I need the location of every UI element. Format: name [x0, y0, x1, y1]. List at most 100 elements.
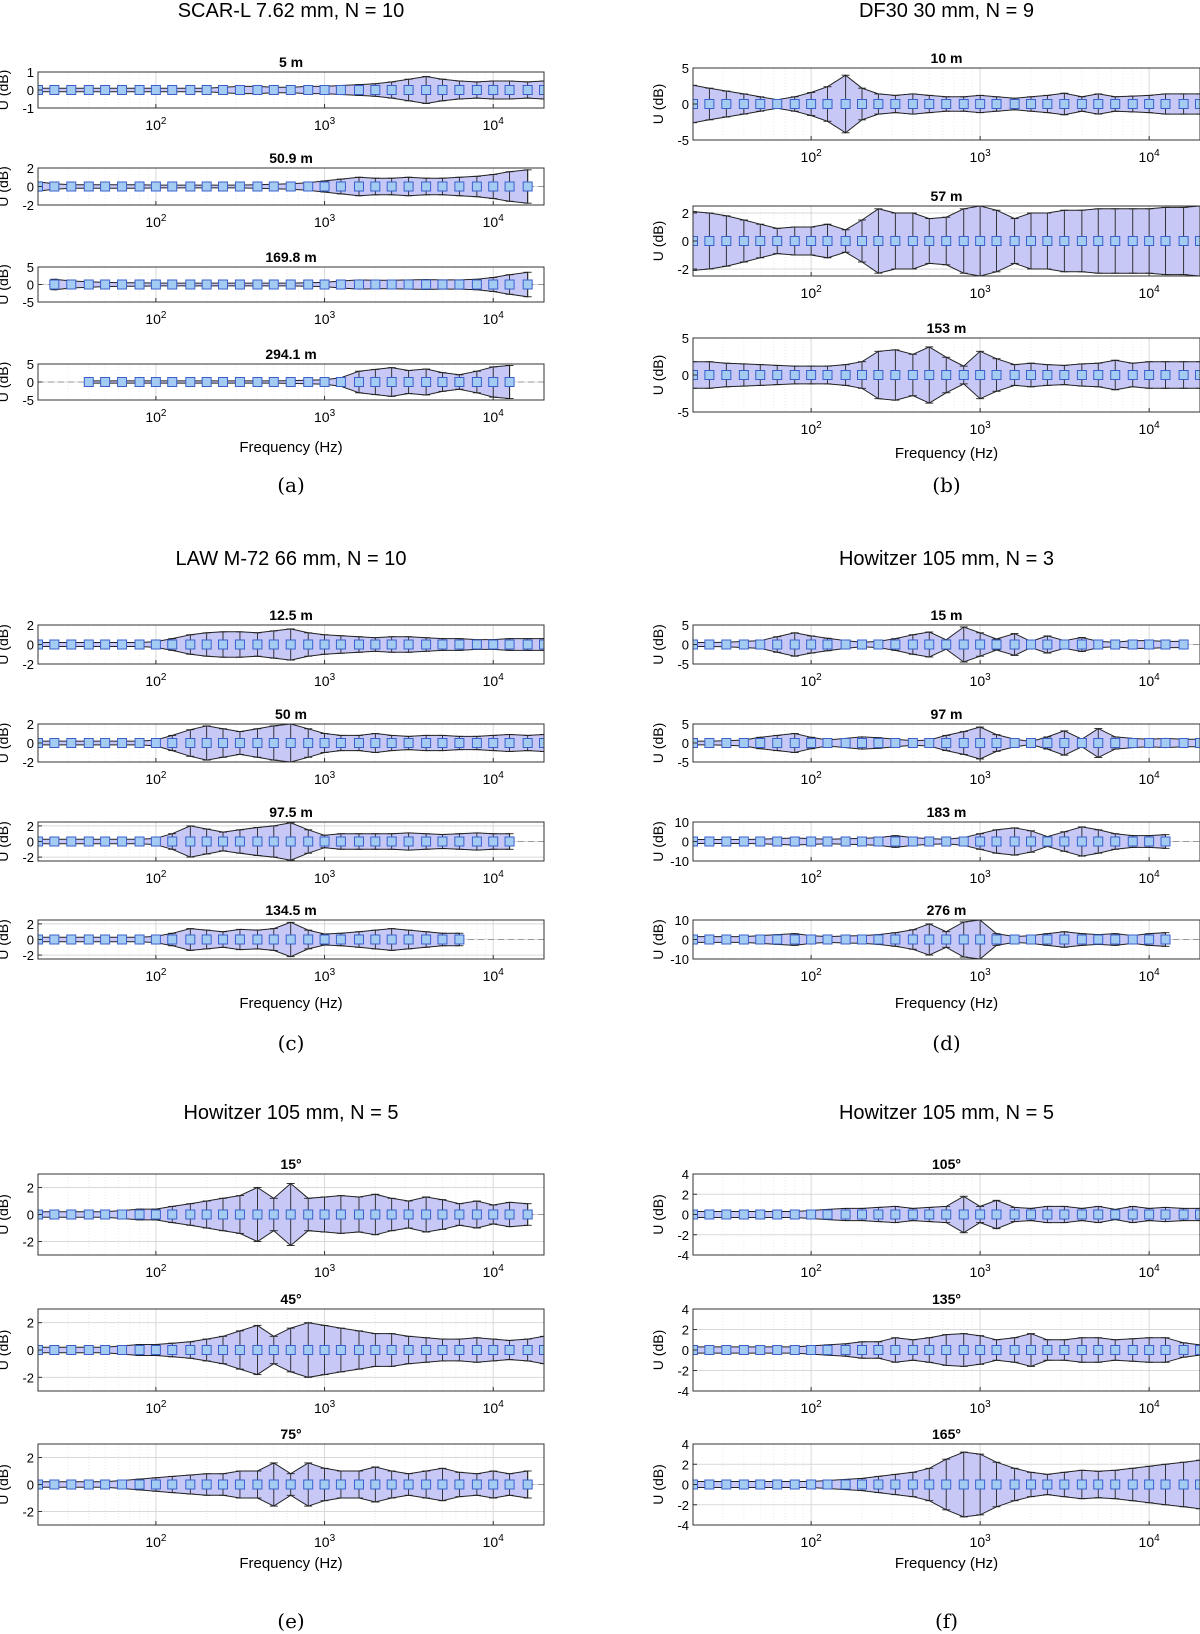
box-marker — [167, 181, 178, 192]
box-marker — [1009, 370, 1020, 380]
box-marker — [234, 639, 245, 650]
y-axis-label: U (dB) — [650, 624, 666, 664]
box-marker — [1160, 738, 1171, 748]
x-tick-label: 102 — [801, 967, 823, 984]
box-marker — [806, 370, 817, 380]
box-marker — [454, 639, 465, 650]
box-marker — [303, 1345, 314, 1355]
box-marker — [1026, 236, 1036, 246]
box-marker — [303, 738, 314, 748]
box-marker — [303, 1209, 314, 1220]
box-marker — [319, 181, 330, 192]
box-marker — [66, 934, 77, 945]
box-marker — [335, 279, 346, 290]
y-tick-label: -2 — [22, 1235, 34, 1250]
y-axis-label: U (dB) — [0, 919, 11, 959]
subplot: 2 0 -2 U (dB) 45° 102 103 104 — [0, 1291, 545, 1416]
box-marker — [437, 279, 448, 290]
box-marker — [386, 738, 397, 748]
box-marker — [721, 934, 732, 945]
box-marker — [789, 934, 800, 945]
box-marker — [370, 1479, 381, 1490]
y-tick-label: -2 — [22, 198, 34, 213]
box-marker — [83, 1479, 94, 1490]
subplot-title: 10 m — [931, 50, 963, 66]
x-tick-exponent: 4 — [1154, 148, 1160, 159]
x-tick-label: 102 — [145, 116, 167, 133]
box-marker — [721, 738, 732, 748]
x-tick-exponent: 2 — [161, 967, 167, 978]
box-marker — [268, 836, 279, 847]
box-marker — [1127, 370, 1138, 380]
box-marker — [49, 934, 60, 945]
box-marker — [1076, 934, 1087, 945]
x-tick-label: 102 — [145, 408, 167, 425]
box-marker — [1042, 370, 1053, 380]
y-tick-label: 2 — [682, 1323, 689, 1338]
box-marker — [873, 639, 884, 650]
x-tick-label: 102 — [801, 420, 823, 437]
y-tick-label: 4 — [682, 1167, 689, 1182]
box-marker — [522, 738, 533, 748]
box-marker — [522, 85, 533, 95]
box-marker — [386, 85, 397, 95]
y-tick-label: -2 — [677, 1364, 689, 1379]
y-tick-label: 2 — [682, 1187, 689, 1202]
box-marker — [822, 836, 833, 847]
x-tick-label: 104 — [1139, 284, 1161, 301]
x-tick-exponent: 4 — [498, 672, 504, 683]
box-marker — [218, 738, 229, 748]
x-tick-exponent: 4 — [1154, 869, 1160, 880]
box-marker — [201, 1479, 212, 1490]
box-marker — [822, 934, 833, 945]
box-marker — [1076, 1209, 1087, 1220]
box-marker — [488, 1479, 499, 1490]
box-marker — [1144, 1345, 1155, 1355]
box-marker — [201, 279, 212, 290]
data-layer — [38, 1182, 533, 1247]
box-marker — [1144, 836, 1155, 847]
x-tick-label: 103 — [314, 213, 336, 230]
box-marker — [789, 836, 800, 847]
box-marker — [1093, 1345, 1104, 1355]
box-marker — [840, 1209, 851, 1220]
x-tick-label: 104 — [483, 967, 505, 984]
y-tick-label: -4 — [677, 1248, 689, 1263]
x-tick-exponent: 4 — [498, 770, 504, 781]
y-tick-label: 2 — [27, 1451, 34, 1466]
box-marker — [488, 1209, 499, 1220]
box-marker — [806, 1479, 817, 1490]
y-axis-label: U (dB) — [650, 355, 666, 395]
y-tick-label: 0 — [27, 180, 34, 195]
box-marker — [454, 934, 465, 945]
box-marker — [49, 1479, 60, 1490]
box-marker — [437, 181, 448, 192]
box-marker — [822, 1209, 833, 1220]
box-marker — [907, 836, 918, 847]
panel-group: Howitzer 105 mm, N = 5 (e) Frequency (Hz) 2… — [0, 1102, 545, 1633]
box-marker — [100, 934, 111, 945]
box-marker — [353, 1209, 364, 1220]
box-marker — [504, 1345, 515, 1355]
box-marker — [167, 934, 178, 945]
x-tick-label: 104 — [1139, 1533, 1161, 1550]
box-marker — [471, 377, 482, 387]
box-marker — [1026, 1345, 1036, 1355]
box-marker — [117, 738, 128, 748]
box-marker — [134, 738, 145, 748]
box-marker — [806, 639, 817, 650]
group-title: Howitzer 105 mm, N = 5 — [183, 1102, 398, 1124]
box-marker — [1178, 236, 1189, 246]
x-tick-exponent: 3 — [985, 284, 991, 295]
box-marker — [958, 836, 969, 847]
y-axis-label: U (dB) — [650, 723, 666, 763]
subplot-title: 12.5 m — [269, 607, 313, 623]
group-title: Howitzer 105 mm, N = 5 — [839, 1102, 1054, 1124]
box-marker — [454, 181, 465, 192]
box-marker — [335, 1345, 346, 1355]
x-tick-exponent: 3 — [330, 672, 336, 683]
x-tick-label: 102 — [801, 770, 823, 787]
box-marker — [303, 181, 314, 192]
box-marker — [421, 181, 432, 192]
